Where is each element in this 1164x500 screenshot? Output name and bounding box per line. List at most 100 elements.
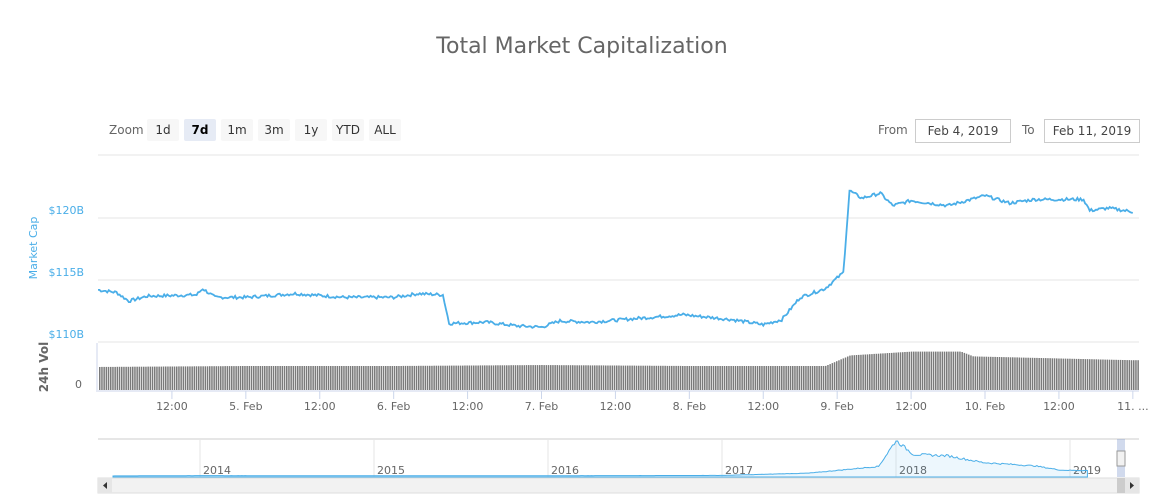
volume-bar [726,366,728,390]
volume-bar [717,366,719,390]
volume-bar [567,365,570,390]
zoom-7d-button[interactable]: 7d [184,119,216,141]
volume-bar [860,354,862,390]
volume-bar [847,356,849,390]
volume-bar [935,351,937,390]
volume-bar [220,366,222,390]
volume-bar [167,366,169,390]
volume-bar [437,365,440,390]
volume-bar [501,365,504,390]
volume-bar [649,365,651,390]
volume-bar [963,352,966,390]
volume-bar [426,365,429,390]
volume-bar [992,356,994,390]
volume-bar [1027,357,1029,390]
volume-bar [864,354,867,390]
volume-bar [902,352,904,390]
volume-bar [1080,359,1082,390]
volume-bar [928,351,930,390]
volume-bar [741,366,743,390]
volume-bar [288,366,290,390]
x-tick-label: 12:00 [1043,400,1075,413]
from-date-input[interactable]: Feb 4, 2019 [915,119,1011,143]
zoom-all-button[interactable]: ALL [369,119,401,141]
x-tick-label: 8. Feb [673,400,706,413]
navigator-tick-label: 2017 [725,464,753,477]
volume-bar [1051,358,1054,390]
volume-bar [270,366,273,390]
volume-bar [1093,359,1095,390]
volume-bar [237,366,240,390]
volume-bar [112,366,114,390]
volume-bar [809,366,812,390]
volume-bar [921,351,924,390]
volume-bar [710,366,713,390]
volume-bar [611,365,614,390]
volume-bar [561,365,563,390]
volume-bar [191,366,193,390]
volume-bar [231,366,233,390]
volume-bar [996,357,999,390]
volume-bar [1128,360,1131,390]
volume-bar [420,365,422,390]
zoom-1d-button[interactable]: 1d [147,119,179,141]
volume-bar [589,365,592,390]
volume-bar [374,366,376,390]
volume-bar [316,366,319,390]
volume-bar [578,365,581,390]
volume-bar [882,353,884,390]
x-tick-label: 6. Feb [377,400,410,413]
volume-bar [1122,360,1124,390]
volume-bar [246,366,248,390]
volume-bar [1034,357,1036,390]
zoom-ytd-button[interactable]: YTD [332,119,364,141]
zoom-1m-button[interactable]: 1m [221,119,253,141]
volume-bar [165,366,167,390]
volume-bar [770,366,772,390]
volume-bar [415,365,418,390]
volume-bar [360,366,363,390]
volume-bar [763,366,765,390]
volume-bar [431,365,433,390]
volume-bar [666,365,669,390]
volume-bar [424,365,427,390]
to-date-input[interactable]: Feb 11, 2019 [1044,119,1140,143]
navigator-handle[interactable] [1116,450,1126,467]
volume-bar [1113,359,1115,390]
scrollbar-thumb[interactable] [1117,478,1125,493]
volume-bar [264,366,266,390]
volume-bar [477,365,479,390]
volume-bar [1040,358,1043,390]
volume-bar [767,366,770,390]
volume-bar [563,365,565,390]
zoom-1y-button[interactable]: 1y [295,119,327,141]
volume-bar [708,366,710,390]
volume-bar [825,365,827,390]
volume-bar [605,365,607,390]
volume-bar [671,365,673,390]
volume-bar [118,366,121,390]
volume-bar [297,366,299,390]
volume-bar [1029,357,1032,390]
volume-bar [785,366,787,390]
volume-bar [877,353,880,390]
volume-bar [156,366,158,390]
volume-bar [1086,359,1089,390]
y-tick-label: $115B [48,266,84,279]
volume-bar [952,351,955,390]
volume-bar [1115,359,1117,390]
volume-bar [552,365,554,390]
volume-bar [321,366,323,390]
zoom-3m-button[interactable]: 3m [258,119,290,141]
volume-bar [631,365,633,390]
volume-bar [312,366,314,390]
volume-bar [519,365,521,390]
arrow-right-icon [1130,482,1134,489]
volume-bar [688,366,691,390]
volume-bar [840,359,842,390]
volume-bar [349,366,352,390]
volume-bar [783,366,785,390]
volume-bar [358,366,361,390]
volume-bar [250,366,253,390]
scrollbar-track[interactable] [97,477,1140,494]
